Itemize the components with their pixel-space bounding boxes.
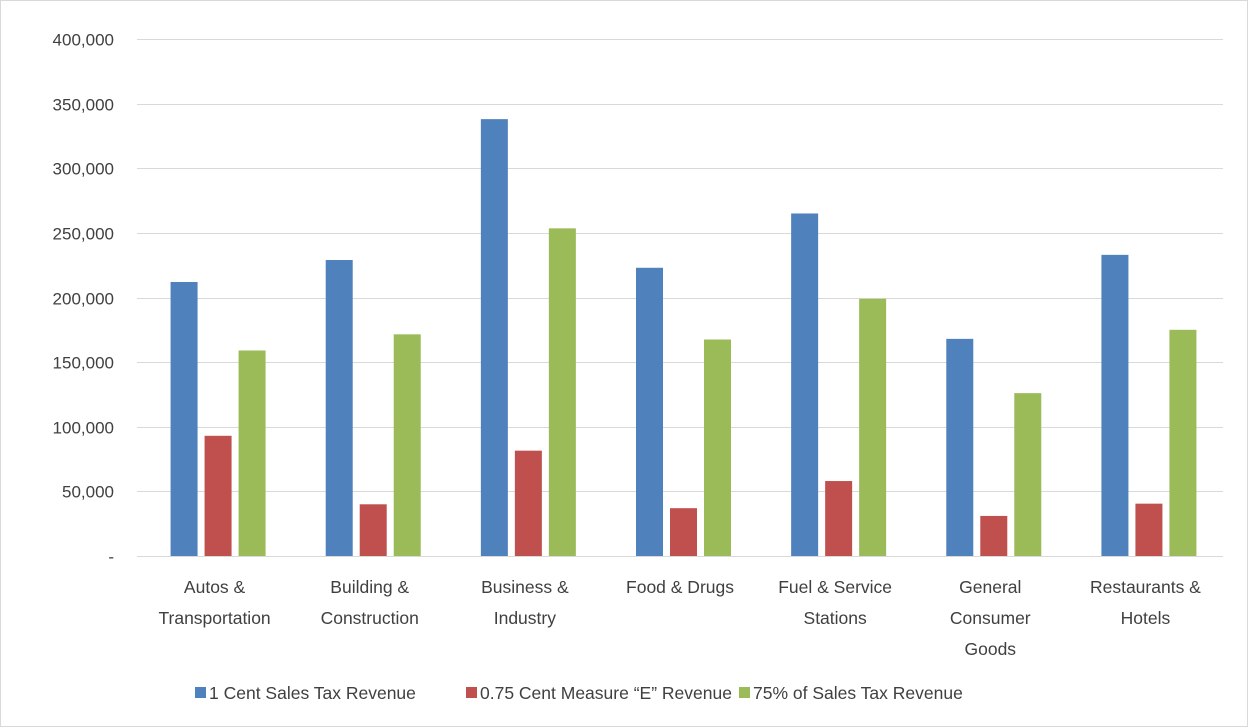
category-label: Building & xyxy=(330,577,409,597)
category-label: Construction xyxy=(321,608,419,628)
legend-swatch xyxy=(466,687,477,698)
y-tick-label: 200,000 xyxy=(53,290,114,309)
y-tick-label: 50,000 xyxy=(62,483,114,502)
y-tick-label: 150,000 xyxy=(53,354,114,373)
bar-2-3 xyxy=(514,450,542,556)
x-axis-category-labels: Autos & Transportation Building & Construct… xyxy=(158,577,1201,659)
category-label: Stations xyxy=(804,608,867,628)
gridlines xyxy=(137,39,1223,557)
y-tick-label: 250,000 xyxy=(53,225,114,244)
bar-1-6 xyxy=(946,338,974,556)
bar-3-4 xyxy=(704,339,731,556)
category-label: Goods xyxy=(965,639,1017,659)
bar-3-3 xyxy=(548,228,576,556)
bar-1-5 xyxy=(791,213,819,557)
legend-swatch xyxy=(195,687,206,698)
bar-3-5 xyxy=(859,298,887,556)
y-tick-label: 100,000 xyxy=(53,419,114,438)
bar-2-2 xyxy=(359,504,387,556)
bar-1-4 xyxy=(636,267,663,556)
legend-swatch xyxy=(739,687,750,698)
category-label: Fuel & Service xyxy=(778,577,892,597)
category-label: General xyxy=(959,577,1021,597)
y-tick-label: 400,000 xyxy=(53,31,114,50)
legend: 1 Cent Sales Tax Revenue 0.75 Cent Measur… xyxy=(195,683,963,703)
y-tick-label: 300,000 xyxy=(53,160,114,179)
bar-2-4 xyxy=(670,508,697,556)
category-label: Transportation xyxy=(158,608,270,628)
category-label: Food & Drugs xyxy=(626,577,734,597)
category-label: Restaurants & xyxy=(1090,577,1201,597)
bar-2-5 xyxy=(825,481,853,556)
category-label: Autos & xyxy=(184,577,246,597)
bar-2-6 xyxy=(980,515,1008,556)
bar-1-3 xyxy=(480,119,508,556)
category-label: Industry xyxy=(494,608,556,628)
category-label: Business & xyxy=(481,577,569,597)
y-axis-tick-labels: - 50,000 100,000 150,000 200,000 250,000 300,0… xyxy=(53,31,114,567)
y-tick-label: 350,000 xyxy=(53,96,114,115)
bar-1-7 xyxy=(1101,254,1129,556)
bar-2-7 xyxy=(1135,503,1163,556)
bar-1-2 xyxy=(325,260,353,556)
legend-label: 0.75 Cent Measure “E” Revenue xyxy=(480,683,732,703)
bar-3-6 xyxy=(1014,393,1042,556)
bar-3-1 xyxy=(238,350,266,556)
y-tick-label: - xyxy=(108,548,114,567)
bar-3-7 xyxy=(1169,329,1197,556)
bar-2-1 xyxy=(204,435,232,556)
legend-label: 1 Cent Sales Tax Revenue xyxy=(209,683,416,703)
category-label: Consumer xyxy=(950,608,1031,628)
bars xyxy=(170,119,1197,557)
legend-label: 75% of Sales Tax Revenue xyxy=(753,683,963,703)
bar-3-2 xyxy=(393,334,421,556)
bar-1-1 xyxy=(170,281,198,556)
category-label: Hotels xyxy=(1121,608,1171,628)
